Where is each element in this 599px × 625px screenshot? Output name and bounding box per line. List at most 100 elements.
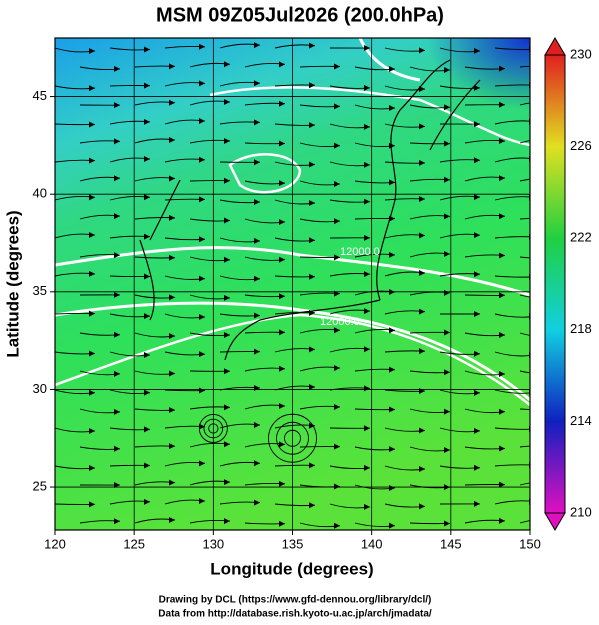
stream-arrow [199, 236, 205, 243]
stream-arrow [89, 350, 95, 357]
stream-arrow [279, 365, 285, 372]
field-shading [300, 38, 530, 198]
stream-arrow [364, 385, 370, 392]
colorbar-tick-label: 218 [570, 321, 592, 336]
stream-arrow [169, 517, 175, 524]
x-tick-label: 145 [440, 536, 462, 551]
stream-arrow [89, 501, 95, 508]
streamline [519, 332, 530, 336]
streamline [494, 196, 530, 201]
stream-arrow [224, 368, 230, 375]
stream-arrow [309, 42, 315, 49]
stream-arrow [254, 198, 260, 205]
stream-arrow [364, 84, 370, 91]
stream-arrow [199, 156, 205, 163]
streamline [519, 482, 530, 486]
stream-arrow [474, 157, 480, 164]
streamline [519, 178, 530, 182]
stream-arrow [334, 483, 340, 490]
stream-arrow [199, 196, 205, 203]
stream-arrow [419, 159, 425, 166]
stream-arrow [114, 65, 120, 72]
streamline [494, 47, 530, 50]
stream-arrow [114, 331, 120, 338]
colorbar [544, 37, 566, 531]
streamline [519, 370, 530, 374]
stream-arrow [224, 99, 230, 106]
stream-arrow [364, 45, 370, 52]
stream-arrow [309, 346, 315, 353]
stream-arrow [279, 441, 285, 448]
plot-frame [54, 37, 531, 531]
stream-arrow [199, 423, 205, 430]
stream-arrow [89, 427, 95, 434]
stream-arrow [89, 232, 95, 239]
stream-arrow [309, 502, 315, 509]
stream-arrow [279, 329, 285, 336]
stream-arrow [499, 292, 505, 299]
stream-arrow [144, 389, 150, 396]
stream-arrow [474, 500, 480, 507]
streamline [494, 389, 530, 394]
stream-arrow [364, 425, 370, 432]
stream-arrow [309, 161, 315, 168]
stream-arrow [254, 80, 260, 87]
streamline [494, 157, 530, 163]
stream-arrow [199, 313, 205, 320]
stream-arrow [224, 256, 230, 263]
footer: Drawing by DCL (https://www.gfd-dennou.o… [159, 595, 432, 606]
stream-arrow [254, 422, 260, 429]
stream-arrow [279, 61, 285, 68]
stream-arrow [254, 275, 260, 282]
stream-arrow [474, 47, 480, 54]
stream-arrow [144, 273, 150, 280]
stream-arrow [309, 462, 315, 469]
stream-arrow [419, 503, 425, 510]
streamline [494, 84, 530, 87]
stream-arrow [254, 460, 260, 467]
stream-arrow [114, 445, 120, 452]
stream-arrow [114, 518, 120, 525]
stream-arrow [474, 389, 480, 396]
stream-arrow [499, 481, 505, 488]
stream-arrow [144, 194, 150, 201]
stream-arrow [144, 233, 150, 240]
stream-arrow [279, 256, 285, 263]
stream-arrow [389, 327, 395, 334]
footer: Data from http://database.rish.kyoto-u.a… [158, 609, 432, 620]
stream-arrow [224, 331, 230, 338]
stream-arrow [474, 194, 480, 201]
stream-arrow [419, 427, 425, 434]
stream-arrow [254, 312, 260, 319]
stream-arrow [224, 61, 230, 68]
stream-arrow [89, 157, 95, 164]
stream-arrow [419, 465, 425, 472]
stream-arrow [199, 387, 205, 394]
stream-arrow [224, 294, 230, 301]
stream-arrow [419, 123, 425, 130]
contour-label: 12000.0 [320, 316, 360, 328]
stream-arrow [474, 464, 480, 471]
stream-arrow [499, 517, 505, 524]
stream-arrow [144, 46, 150, 53]
stream-arrow [334, 403, 340, 410]
stream-arrow [114, 252, 120, 259]
stream-arrow [474, 311, 480, 318]
stream-arrow [309, 237, 315, 244]
plot-area: 12000.0 12000.0 [55, 38, 530, 530]
stream-arrow [199, 43, 205, 50]
stream-arrow [444, 329, 450, 336]
stream-arrow [309, 82, 315, 89]
stream-arrow [444, 289, 450, 296]
stream-arrow [419, 232, 425, 239]
stream-arrow [444, 520, 450, 527]
axes: 120 125 130 135 140 145 150 25 30 35 40 45 210 214 218… [33, 46, 592, 551]
stream-arrow [334, 142, 340, 149]
stream-arrow [144, 498, 150, 505]
stream-arrow [279, 403, 285, 410]
y-axis-label: Latitude (degrees) [3, 210, 22, 357]
stream-arrow [444, 213, 450, 220]
stream-arrow [499, 408, 505, 415]
streamline [519, 65, 530, 68]
